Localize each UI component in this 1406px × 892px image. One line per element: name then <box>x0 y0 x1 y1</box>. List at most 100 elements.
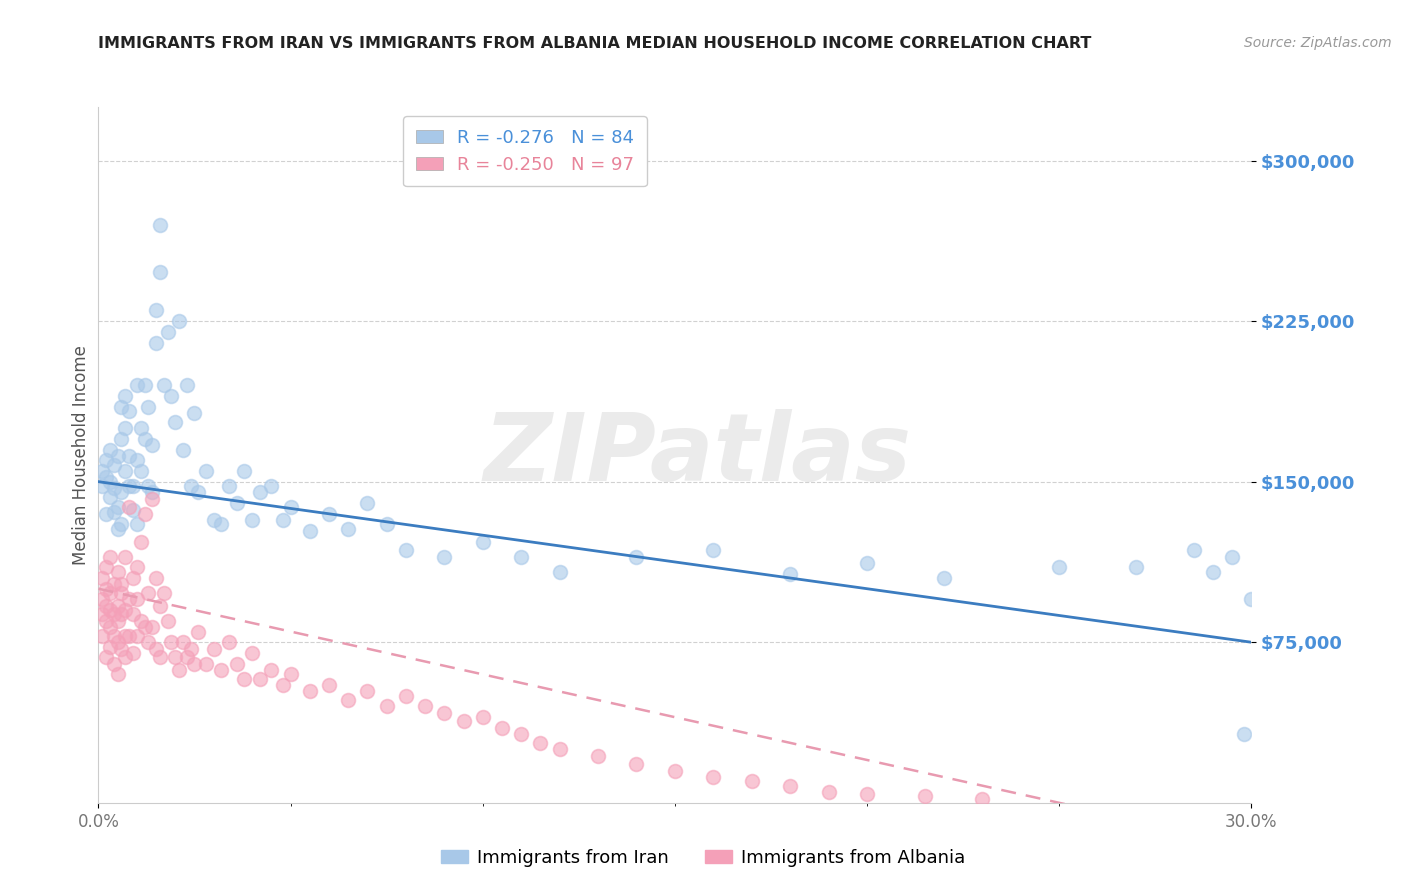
Point <box>156 325 179 339</box>
Point <box>413 699 436 714</box>
Point <box>356 684 378 698</box>
Point <box>114 603 136 617</box>
Point <box>110 607 132 622</box>
Point <box>202 641 225 656</box>
Point <box>118 592 141 607</box>
Point <box>548 742 571 756</box>
Y-axis label: Median Household Income: Median Household Income <box>72 345 90 565</box>
Point <box>337 522 360 536</box>
Point <box>160 635 183 649</box>
Point <box>110 577 132 591</box>
Point <box>741 774 763 789</box>
Point <box>103 657 125 671</box>
Point <box>129 464 152 478</box>
Point <box>110 586 132 600</box>
Point <box>94 507 117 521</box>
Point <box>107 635 129 649</box>
Text: ZIPatlas: ZIPatlas <box>484 409 912 501</box>
Point <box>118 479 141 493</box>
Point <box>141 485 163 500</box>
Point <box>94 560 117 574</box>
Point <box>91 464 114 478</box>
Point <box>318 678 340 692</box>
Point <box>91 571 114 585</box>
Point <box>125 629 148 643</box>
Point <box>149 650 172 665</box>
Point <box>98 549 121 564</box>
Point <box>375 517 398 532</box>
Point <box>107 449 129 463</box>
Point <box>176 378 198 392</box>
Point <box>103 458 125 472</box>
Point <box>141 491 163 506</box>
Point <box>529 736 551 750</box>
Point <box>94 650 117 665</box>
Point <box>932 571 955 585</box>
Point <box>491 721 513 735</box>
Point <box>202 513 225 527</box>
Point <box>114 421 136 435</box>
Point <box>98 475 121 489</box>
Point <box>218 479 240 493</box>
Point <box>548 565 571 579</box>
Point <box>107 565 129 579</box>
Point <box>129 421 152 435</box>
Point <box>972 791 994 805</box>
Point <box>1220 549 1243 564</box>
Point <box>240 646 263 660</box>
Point <box>110 641 132 656</box>
Point <box>209 663 232 677</box>
Point <box>138 586 160 600</box>
Point <box>114 389 136 403</box>
Point <box>510 727 533 741</box>
Point <box>98 603 121 617</box>
Point <box>176 650 198 665</box>
Point <box>91 479 114 493</box>
Point <box>817 785 839 799</box>
Point <box>280 667 302 681</box>
Point <box>260 479 283 493</box>
Point <box>125 560 148 574</box>
Point <box>1202 565 1225 579</box>
Point <box>129 614 152 628</box>
Point <box>122 502 145 516</box>
Point <box>91 607 114 622</box>
Point <box>149 599 172 613</box>
Point <box>94 470 117 484</box>
Point <box>98 586 121 600</box>
Point <box>856 556 879 570</box>
Point <box>356 496 378 510</box>
Point <box>510 549 533 564</box>
Point <box>165 415 187 429</box>
Point <box>233 464 256 478</box>
Point <box>118 629 141 643</box>
Point <box>187 485 209 500</box>
Point <box>94 599 117 613</box>
Point <box>180 641 202 656</box>
Point <box>298 684 321 698</box>
Point <box>114 650 136 665</box>
Point <box>249 672 271 686</box>
Point <box>103 505 125 519</box>
Point <box>172 442 194 457</box>
Point <box>145 641 167 656</box>
Point <box>114 629 136 643</box>
Point <box>138 400 160 414</box>
Point <box>626 757 648 772</box>
Point <box>107 667 129 681</box>
Point <box>110 517 132 532</box>
Point <box>118 449 141 463</box>
Point <box>141 620 163 634</box>
Point <box>110 400 132 414</box>
Point <box>172 635 194 649</box>
Point <box>149 218 172 232</box>
Legend: R = -0.276   N = 84, R = -0.250   N = 97: R = -0.276 N = 84, R = -0.250 N = 97 <box>404 116 647 186</box>
Point <box>152 586 174 600</box>
Point <box>167 314 190 328</box>
Point <box>167 663 190 677</box>
Point <box>337 693 360 707</box>
Point <box>94 614 117 628</box>
Point <box>180 479 202 493</box>
Point <box>626 549 648 564</box>
Point <box>225 496 247 510</box>
